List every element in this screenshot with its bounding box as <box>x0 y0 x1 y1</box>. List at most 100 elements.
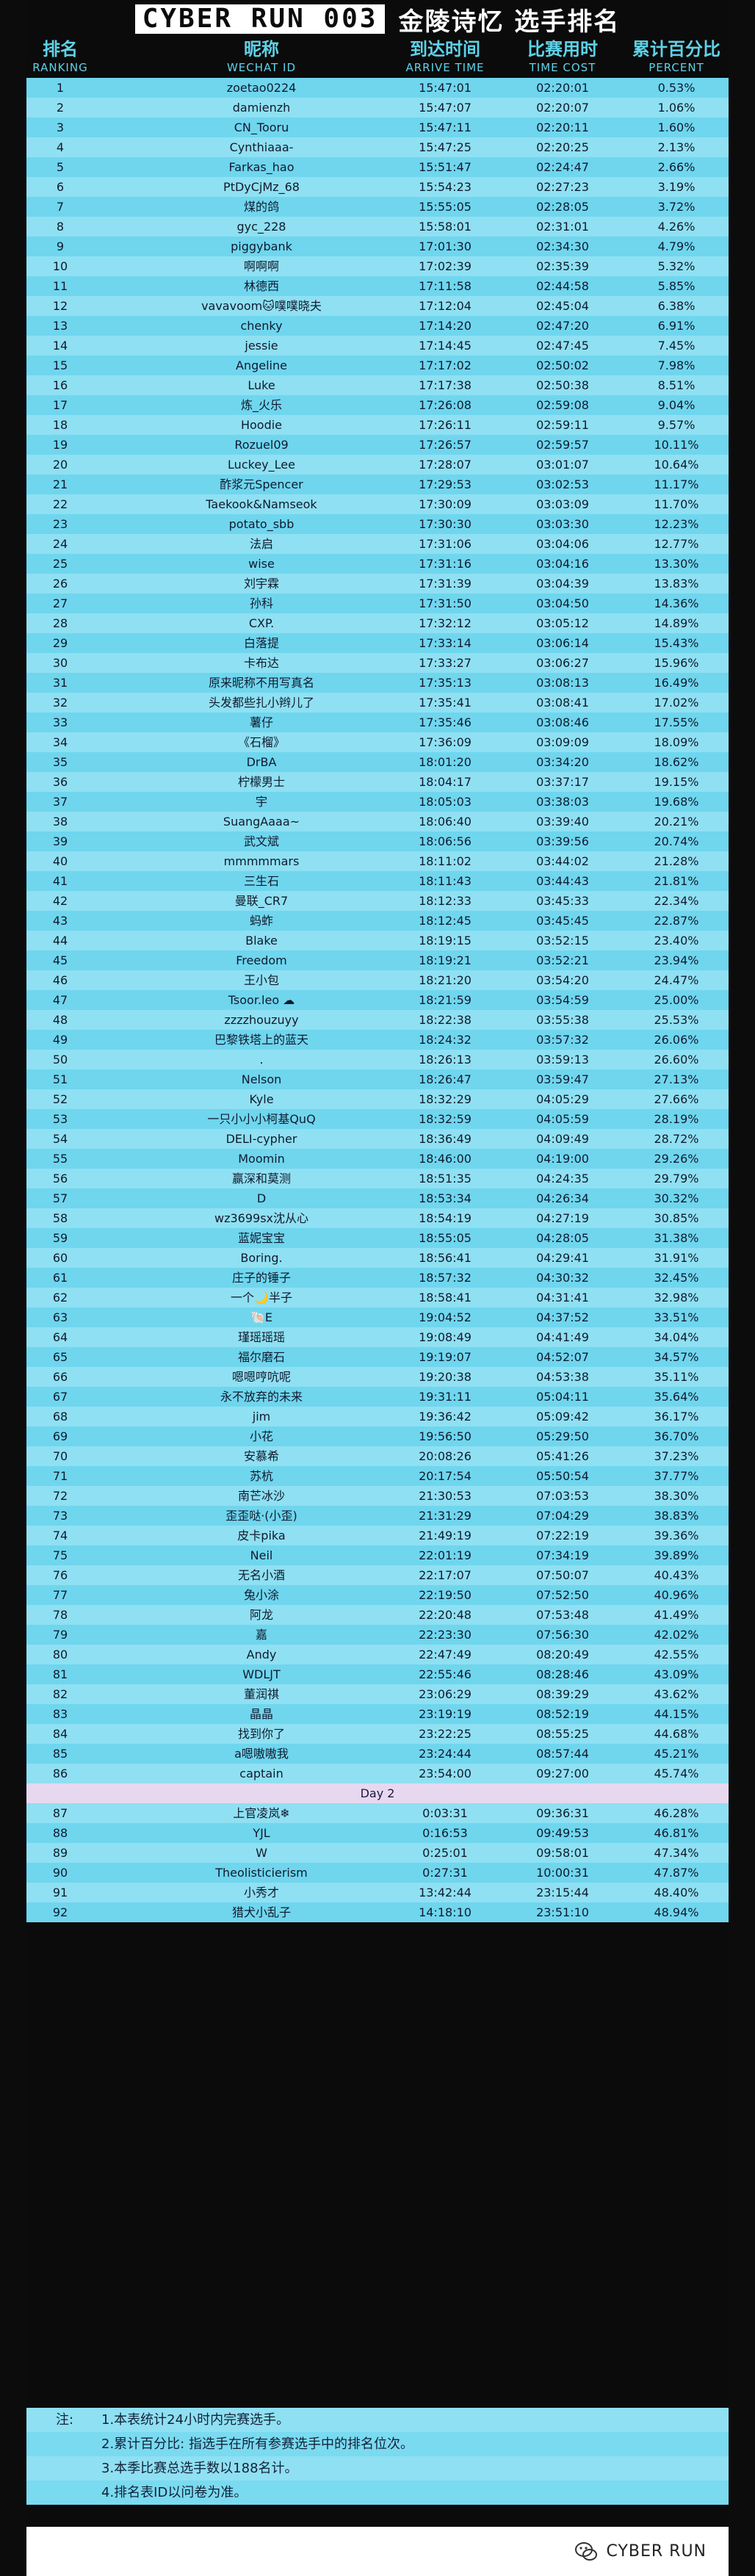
name-cell: Andy <box>246 1648 277 1662</box>
time-cost-cell: 04:37:52 <box>536 1310 589 1324</box>
percent-cell: 24.47% <box>654 973 699 987</box>
arrive-time-cell: 18:51:35 <box>419 1172 472 1186</box>
table-row: 24 法启 17:31:06 03:04:06 12.77% <box>26 534 729 554</box>
name-cell: piggybank <box>231 239 292 253</box>
rank-cell: 86 <box>52 1767 68 1781</box>
time-cost-cell: 03:03:30 <box>536 517 589 531</box>
table-row: 31 原来昵称不用写真名 17:35:13 03:08:13 16.49% <box>26 673 729 693</box>
time-cost-cell: 02:50:02 <box>536 358 589 372</box>
name-cell: 🐚E <box>250 1310 273 1324</box>
time-cost-cell: 02:59:08 <box>536 398 589 412</box>
arrive-time-cell: 18:54:19 <box>419 1211 472 1225</box>
percent-cell: 22.34% <box>654 894 699 908</box>
name-cell: D <box>256 1191 267 1205</box>
table-row: 67 永不放弃的未来 19:31:11 05:04:11 35.64% <box>26 1387 729 1407</box>
name-cell: mmmmmars <box>223 854 300 868</box>
table-row: 65 福尔磨石 19:19:07 04:52:07 34.57% <box>26 1347 729 1367</box>
header-name-en: WECHAT ID <box>226 61 297 74</box>
name-cell: 福尔磨石 <box>237 1350 285 1364</box>
time-cost-cell: 02:35:39 <box>536 259 589 273</box>
arrive-time-cell: 0:16:53 <box>422 1826 468 1840</box>
percent-cell: 31.91% <box>654 1251 699 1265</box>
time-cost-cell: 04:28:05 <box>536 1231 589 1245</box>
arrive-time-cell: 0:25:01 <box>422 1846 468 1860</box>
percent-cell: 11.70% <box>654 497 699 511</box>
name-cell: potato_sbb <box>228 517 295 531</box>
rank-cell: 69 <box>52 1429 68 1443</box>
time-cost-cell: 03:45:33 <box>536 894 589 908</box>
table-row: 92 猎犬小乱子 14:18:10 23:51:10 48.94% <box>26 1902 729 1922</box>
notes-section: 注: 1.本表统计24小时内完赛选手。 2.累计百分比: 指选手在所有参赛选手中的… <box>26 2408 729 2505</box>
table-row: 46 王小包 18:21:20 03:54:20 24.47% <box>26 970 729 990</box>
table-row: 64 瑾瑶瑶瑶 19:08:49 04:41:49 34.04% <box>26 1327 729 1347</box>
time-cost-cell: 03:08:41 <box>536 696 589 710</box>
time-cost-cell: 02:47:45 <box>536 339 589 353</box>
time-cost-cell: 03:06:27 <box>536 656 589 670</box>
rank-cell: 91 <box>52 1886 68 1899</box>
time-cost-cell: 03:57:32 <box>536 1033 589 1047</box>
arrive-time-cell: 15:47:11 <box>419 120 472 134</box>
name-cell: Angeline <box>236 358 287 372</box>
percent-cell: 14.89% <box>654 616 699 630</box>
table-row: 15 Angeline 17:17:02 02:50:02 7.98% <box>26 356 729 375</box>
rank-cell: 15 <box>52 358 68 372</box>
header-name-cn: 昵称 <box>244 39 279 59</box>
percent-cell: 15.43% <box>654 636 699 650</box>
rank-cell: 75 <box>52 1548 68 1562</box>
rank-cell: 32 <box>52 696 68 710</box>
table-row: 85 a嗯嗷嗷我 23:24:44 08:57:44 45.21% <box>26 1744 729 1764</box>
table-row: 38 SuangAaaa~ 18:06:40 03:39:40 20.21% <box>26 812 729 831</box>
name-cell: wz3699sx沈从心 <box>214 1211 308 1225</box>
table-row: 18 Hoodie 17:26:11 02:59:11 9.57% <box>26 415 729 435</box>
rank-cell: 87 <box>52 1806 68 1820</box>
name-cell: Luke <box>248 378 275 392</box>
time-cost-cell: 04:27:19 <box>536 1211 589 1225</box>
table-row: 42 曼联_CR7 18:12:33 03:45:33 22.34% <box>26 891 729 911</box>
percent-cell: 37.23% <box>654 1449 699 1463</box>
rank-cell: 20 <box>52 458 68 472</box>
time-cost-cell: 03:37:17 <box>536 775 589 789</box>
name-cell: 猎犬小乱子 <box>231 1905 291 1919</box>
table-row: 39 武文斌 18:06:56 03:39:56 20.74% <box>26 831 729 851</box>
percent-cell: 5.32% <box>657 259 696 273</box>
percent-cell: 48.40% <box>654 1886 699 1899</box>
percent-cell: 46.28% <box>654 1806 699 1820</box>
arrive-time-cell: 19:36:42 <box>419 1410 472 1424</box>
arrive-time-cell: 17:35:13 <box>419 676 472 690</box>
arrive-time-cell: 18:24:32 <box>419 1033 472 1047</box>
percent-cell: 8.51% <box>657 378 696 392</box>
percent-cell: 35.64% <box>654 1390 699 1404</box>
table-row: 76 无名小酒 22:17:07 07:50:07 40.43% <box>26 1565 729 1585</box>
time-cost-cell: 08:52:19 <box>536 1707 589 1721</box>
time-cost-cell: 02:28:05 <box>536 200 589 214</box>
arrive-time-cell: 19:04:52 <box>419 1310 472 1324</box>
rank-cell: 45 <box>52 953 68 967</box>
header-rank-en: RANKING <box>32 61 88 74</box>
table-row: 83 晶晶 23:19:19 08:52:19 44.15% <box>26 1704 729 1724</box>
arrive-time-cell: 17:26:57 <box>419 438 472 452</box>
rank-cell: 9 <box>56 239 65 253</box>
arrive-time-cell: 19:56:50 <box>419 1429 472 1443</box>
ranking-table: 1 zoetao0224 15:47:01 02:20:01 0.53% 2 damienz… <box>26 78 729 1922</box>
name-cell: YJL <box>253 1826 270 1840</box>
rank-cell: 10 <box>52 259 68 273</box>
table-row: 37 宇 18:05:03 03:38:03 19.68% <box>26 792 729 812</box>
rank-cell: 66 <box>52 1370 68 1384</box>
time-cost-cell: 02:31:01 <box>536 220 589 234</box>
time-cost-cell: 04:41:49 <box>536 1330 589 1344</box>
arrive-time-cell: 17:29:53 <box>419 477 472 491</box>
table-row: 49 巴黎铁塔上的蓝天 18:24:32 03:57:32 26.06% <box>26 1030 729 1050</box>
percent-cell: 7.98% <box>657 358 696 372</box>
arrive-time-cell: 21:31:29 <box>419 1509 472 1523</box>
percent-cell: 7.45% <box>657 339 696 353</box>
rank-cell: 73 <box>52 1509 68 1523</box>
table-row: 7 煤的鸽 15:55:05 02:28:05 3.72% <box>26 197 729 217</box>
rank-cell: 12 <box>52 299 68 313</box>
percent-cell: 40.43% <box>654 1568 699 1582</box>
arrive-time-cell: 15:55:05 <box>419 200 472 214</box>
table-row: 30 卡布达 17:33:27 03:06:27 15.96% <box>26 653 729 673</box>
time-cost-cell: 08:20:49 <box>536 1648 589 1662</box>
arrive-time-cell: 17:14:45 <box>419 339 472 353</box>
name-cell: 嗯嗯哼吭呢 <box>231 1370 291 1384</box>
time-cost-cell: 05:50:54 <box>536 1469 589 1483</box>
